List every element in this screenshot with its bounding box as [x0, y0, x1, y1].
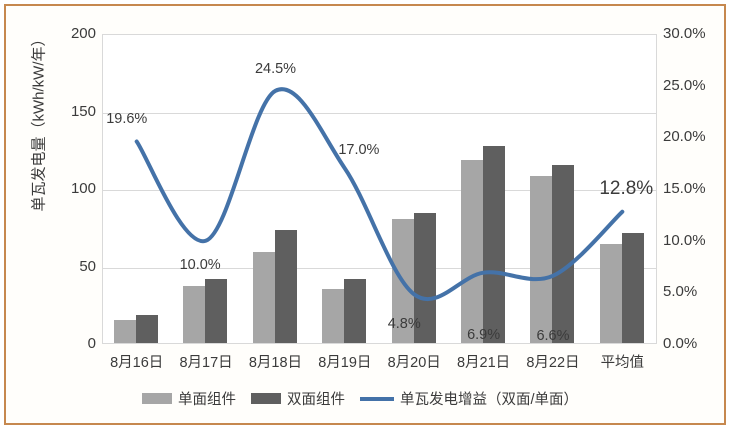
y2-axis-tick-5: 5.0%: [663, 283, 698, 301]
y-axis-title: 单瓦发电量（kWh/kW/年）: [30, 31, 48, 212]
bar-group: [311, 35, 380, 343]
y-axis-tick-100: 100: [70, 180, 96, 197]
data-label-gain-8月21日: 6.9%: [467, 326, 501, 343]
bar-bifacial-8月18日[interactable]: [274, 229, 297, 343]
y-axis-tick-200: 200: [70, 25, 96, 42]
bar-group: [450, 35, 519, 343]
data-label-gain-平均值: 12.8%: [599, 177, 654, 199]
data-label-gain-8月20日: 4.8%: [387, 316, 421, 333]
bar-bifacial-8月16日[interactable]: [136, 315, 158, 343]
legend-swatch-bifacial-icon: [250, 393, 281, 404]
legend-label-single: 单面组件: [177, 392, 236, 408]
data-label-gain-8月17日: 10.0%: [179, 256, 221, 273]
x-axis-label-8月20日: 8月20日: [387, 355, 441, 371]
data-label-gain-8月18日: 24.5%: [254, 60, 297, 77]
bar-single-8月18日[interactable]: [252, 251, 275, 343]
bar-bifacial-平均值[interactable]: [621, 232, 644, 343]
bar-single-平均值[interactable]: [599, 243, 622, 343]
x-axis-label-8月16日: 8月16日: [110, 355, 164, 371]
chart-frame: 单瓦发电量（kWh/kW/年） 200 150 100 50 0 30.0% 2…: [4, 4, 726, 425]
bar-series-container: [103, 35, 656, 343]
y2-axis-tick-15: 15.0%: [663, 180, 706, 197]
y2-axis-tick-10: 10.0%: [663, 231, 706, 249]
legend-label-bifacial: 双面组件: [286, 392, 345, 408]
bar-bifacial-8月21日[interactable]: [482, 146, 505, 343]
bar-single-8月17日[interactable]: [183, 285, 206, 343]
y-axis-tick-150: 150: [70, 102, 96, 120]
bar-group: [242, 35, 311, 343]
y-axis-tick-0: 0: [87, 335, 96, 352]
bar-group: [103, 35, 172, 343]
legend-swatch-line-icon: [359, 396, 394, 401]
bar-group: [172, 35, 241, 343]
chart-legend: 单面组件 双面组件 单瓦发电增益（双面/单面）: [6, 388, 724, 409]
x-axis-label-8月22日: 8月22日: [526, 355, 580, 371]
x-axis-label-8月21日: 8月21日: [456, 355, 511, 371]
bar-bifacial-8月19日[interactable]: [344, 279, 367, 343]
bar-group: [519, 35, 588, 343]
data-label-gain-8月19日: 17.0%: [338, 142, 380, 159]
legend-item-gain[interactable]: 单瓦发电增益（双面/单面）: [359, 388, 579, 409]
data-label-gain-8月22日: 6.6%: [536, 327, 570, 344]
x-axis-label-8月19日: 8月19日: [318, 355, 372, 371]
bar-single-8月22日[interactable]: [530, 175, 553, 343]
bar-single-8月19日[interactable]: [322, 288, 345, 343]
plot-area: [102, 34, 657, 344]
y-axis-tick-50: 50: [79, 257, 96, 275]
y2-axis-tick-0: 0.0%: [663, 335, 698, 352]
data-label-gain-8月16日: 19.6%: [106, 111, 148, 128]
legend-label-gain: 单瓦发电增益（双面/单面）: [399, 392, 579, 408]
legend-item-single[interactable]: 单面组件: [141, 388, 236, 409]
x-axis-label-8月17日: 8月17日: [179, 355, 233, 371]
legend-swatch-single-icon: [141, 393, 172, 404]
y2-axis-tick-30: 30.0%: [663, 25, 706, 42]
bar-bifacial-8月22日[interactable]: [552, 164, 575, 343]
legend-item-bifacial[interactable]: 双面组件: [250, 388, 345, 409]
x-axis-label-平均值: 平均值: [600, 355, 645, 371]
y2-axis-tick-25: 25.0%: [663, 76, 706, 94]
bar-single-8月21日[interactable]: [460, 160, 483, 343]
bar-group: [381, 35, 450, 343]
bar-bifacial-8月17日[interactable]: [205, 279, 228, 343]
x-axis-label-8月18日: 8月18日: [248, 355, 303, 371]
bar-single-8月16日[interactable]: [114, 319, 136, 343]
y2-axis-tick-20: 20.0%: [663, 128, 706, 146]
